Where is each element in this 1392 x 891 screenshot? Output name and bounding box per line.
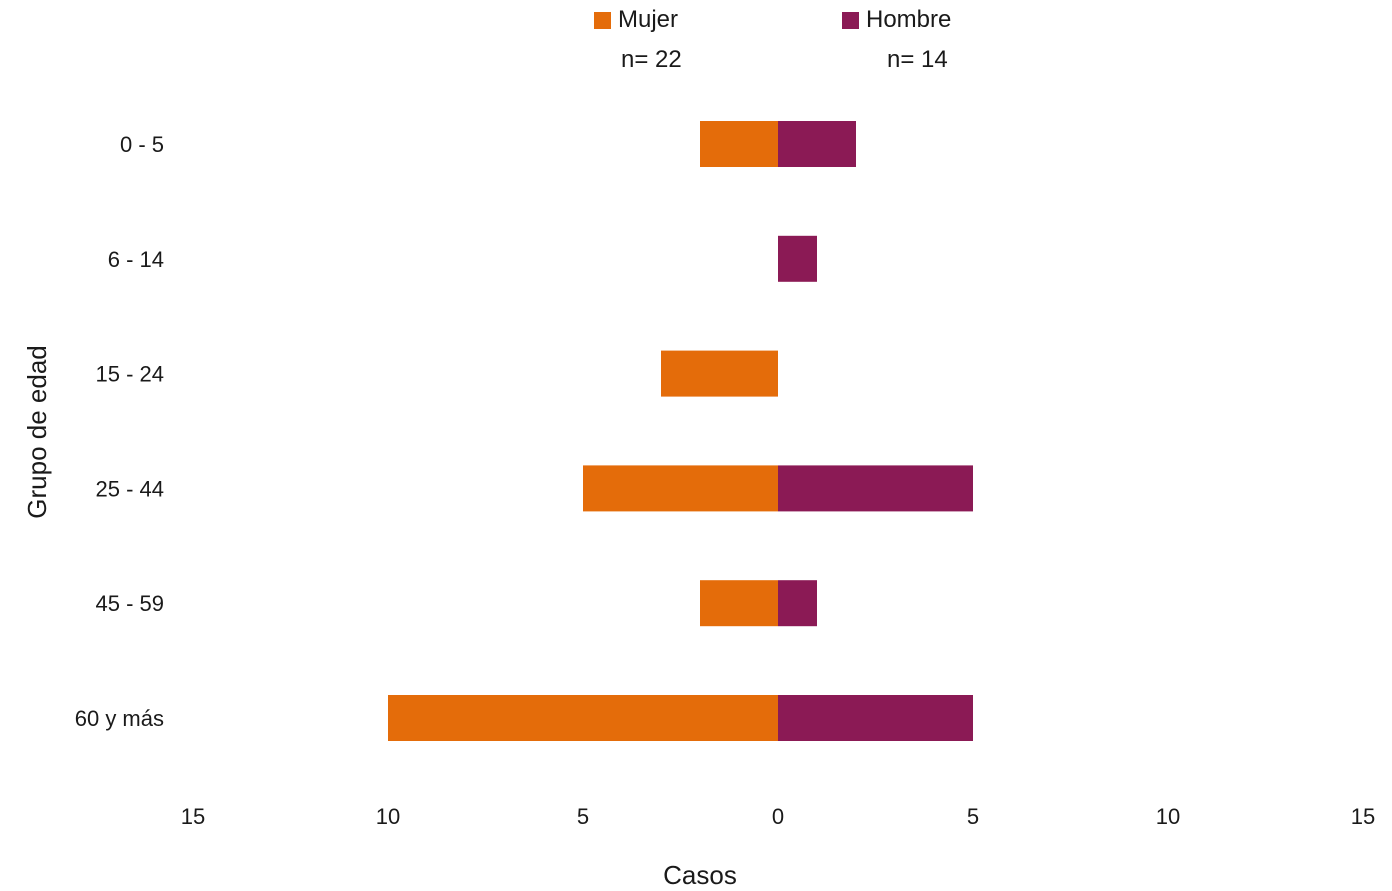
legend-n-hombre: n= 14 — [887, 46, 948, 73]
bar-hombre-25-44 — [778, 465, 973, 512]
bar-mujer-0-5 — [700, 121, 778, 167]
y-axis-title: Grupo de edad — [22, 345, 52, 518]
x-tick-label-1: 10 — [376, 804, 400, 829]
bar-mujer-15-24 — [661, 350, 778, 397]
bar-hombre-0-5 — [778, 121, 856, 167]
y-tick-label-60-y-m-s: 60 y más — [75, 706, 164, 731]
bar-hombre-6-14 — [778, 235, 817, 282]
bar-mujer-45-59 — [700, 580, 778, 627]
legend-swatch-mujer — [594, 12, 611, 29]
legend-label-hombre: Hombre — [866, 6, 952, 33]
bar-mujer-60-y-m-s — [388, 695, 778, 741]
y-tick-label-45-59: 45 - 59 — [96, 591, 165, 616]
y-tick-label-6-14: 6 - 14 — [108, 247, 164, 272]
y-tick-label-25-44: 25 - 44 — [96, 476, 165, 501]
y-tick-label-15-24: 15 - 24 — [96, 362, 165, 387]
x-tick-label-2: 5 — [577, 804, 589, 829]
x-axis-title: Casos — [663, 860, 737, 890]
x-tick-label-3: 0 — [772, 804, 784, 829]
bar-hombre-45-59 — [778, 580, 817, 627]
y-tick-label-0-5: 0 - 5 — [120, 132, 164, 157]
bar-mujer-25-44 — [583, 465, 778, 512]
x-tick-label-6: 15 — [1351, 804, 1375, 829]
x-tick-label-0: 15 — [181, 804, 205, 829]
legend-swatch-hombre — [842, 12, 859, 29]
bar-hombre-60-y-m-s — [778, 695, 973, 741]
legend-n-mujer: n= 22 — [621, 46, 682, 73]
legend-label-mujer: Mujer — [618, 6, 679, 33]
x-tick-label-4: 5 — [967, 804, 979, 829]
x-tick-label-5: 10 — [1156, 804, 1180, 829]
